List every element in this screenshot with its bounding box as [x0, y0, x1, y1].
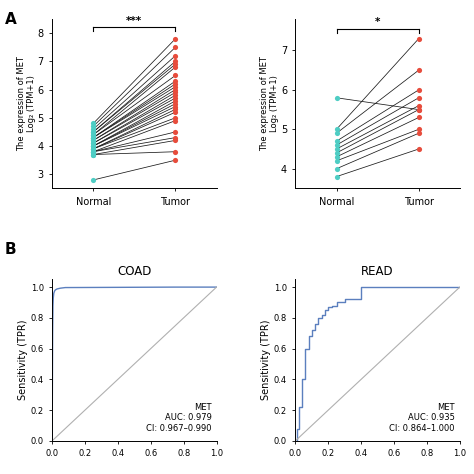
Point — [172, 134, 179, 141]
Point — [90, 148, 97, 155]
Point — [90, 145, 97, 153]
Point — [172, 35, 179, 43]
Point — [90, 131, 97, 138]
Point — [415, 86, 422, 94]
Point — [172, 80, 179, 88]
Point — [333, 153, 340, 161]
Point — [90, 148, 97, 155]
Point — [90, 137, 97, 144]
Point — [90, 134, 97, 141]
Y-axis label: The expression of MET
Log₂ (TPM+1): The expression of MET Log₂ (TPM+1) — [260, 56, 280, 151]
Point — [172, 83, 179, 91]
Point — [172, 72, 179, 79]
Point — [415, 114, 422, 121]
Point — [172, 114, 179, 122]
Point — [172, 57, 179, 65]
Point — [333, 94, 340, 101]
Point — [172, 106, 179, 113]
Point — [333, 137, 340, 145]
Title: READ: READ — [361, 265, 394, 278]
Point — [90, 142, 97, 150]
Point — [333, 149, 340, 157]
Point — [172, 137, 179, 144]
Point — [172, 148, 179, 155]
Point — [415, 106, 422, 113]
Point — [90, 142, 97, 150]
Point — [172, 60, 179, 68]
Text: A: A — [5, 12, 17, 27]
Point — [172, 44, 179, 51]
Point — [172, 91, 179, 99]
Point — [172, 117, 179, 125]
Point — [172, 109, 179, 116]
Text: B: B — [5, 242, 17, 257]
Point — [333, 165, 340, 173]
Point — [333, 126, 340, 133]
Point — [172, 52, 179, 59]
Point — [90, 128, 97, 136]
Point — [90, 134, 97, 141]
Point — [415, 35, 422, 43]
Point — [90, 137, 97, 144]
Point — [333, 145, 340, 153]
Point — [90, 145, 97, 153]
Point — [172, 89, 179, 96]
Point — [90, 122, 97, 130]
Point — [90, 151, 97, 158]
Text: MET
AUC: 0.935
CI: 0.864–1.000: MET AUC: 0.935 CI: 0.864–1.000 — [389, 403, 455, 433]
Point — [415, 102, 422, 109]
Point — [415, 106, 422, 113]
Point — [415, 94, 422, 101]
Point — [90, 134, 97, 141]
Point — [90, 125, 97, 133]
Point — [90, 148, 97, 155]
Point — [415, 66, 422, 74]
Y-axis label: Sensitivity (TPR): Sensitivity (TPR) — [261, 320, 271, 401]
Point — [172, 86, 179, 93]
Point — [172, 100, 179, 108]
Point — [90, 142, 97, 150]
Point — [172, 128, 179, 136]
Point — [172, 103, 179, 110]
Point — [90, 119, 97, 127]
Point — [90, 128, 97, 136]
Point — [415, 129, 422, 137]
Point — [415, 145, 422, 153]
Point — [172, 77, 179, 85]
Point — [90, 151, 97, 158]
Text: ***: *** — [126, 16, 142, 26]
Y-axis label: The expression of MET
Log₂ (TPM+1): The expression of MET Log₂ (TPM+1) — [17, 56, 36, 151]
Point — [415, 126, 422, 133]
Point — [90, 176, 97, 184]
Point — [90, 139, 97, 147]
Point — [333, 129, 340, 137]
Text: MET
AUC: 0.979
CI: 0.967–0.990: MET AUC: 0.979 CI: 0.967–0.990 — [146, 403, 211, 433]
Point — [90, 145, 97, 153]
Point — [333, 141, 340, 149]
Point — [90, 139, 97, 147]
Point — [90, 131, 97, 138]
Point — [172, 63, 179, 71]
Point — [172, 94, 179, 102]
Point — [333, 157, 340, 164]
Point — [172, 156, 179, 164]
Point — [172, 97, 179, 105]
Text: *: * — [375, 17, 380, 27]
Title: COAD: COAD — [117, 265, 152, 278]
Point — [333, 173, 340, 181]
Y-axis label: Sensitivity (TPR): Sensitivity (TPR) — [18, 320, 28, 401]
